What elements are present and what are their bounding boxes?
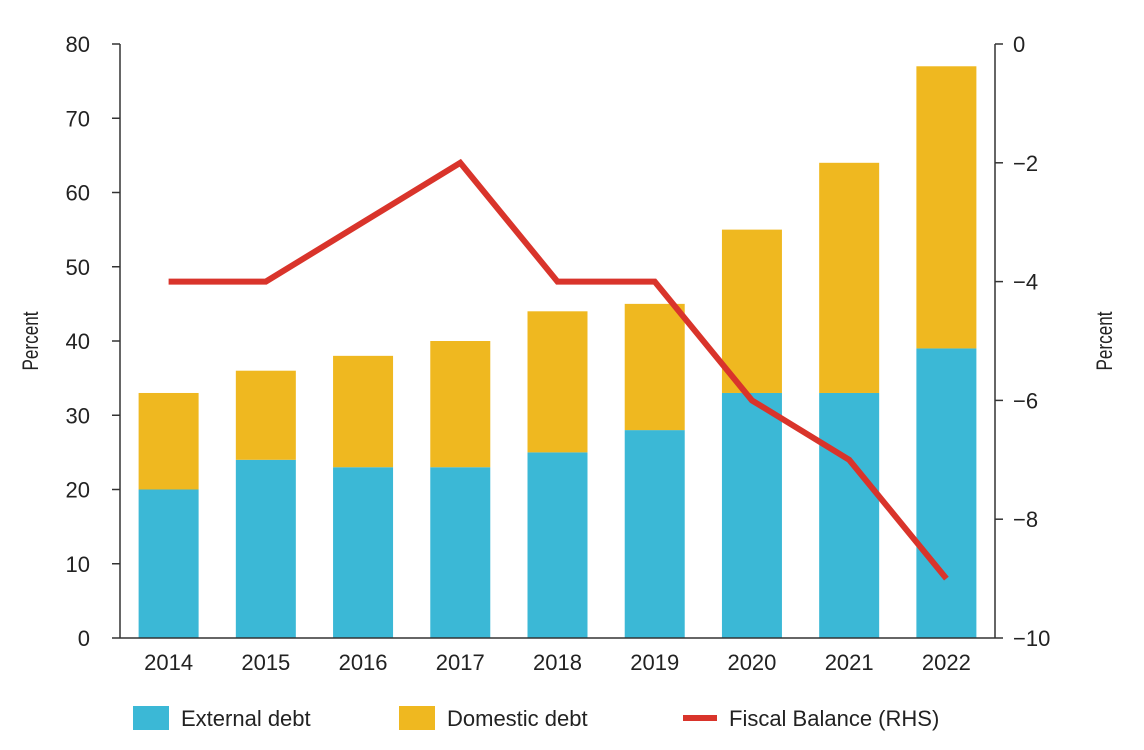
y-axis-title-right: Percent: [1093, 311, 1118, 371]
axes-layer: 0 10 20 30 40 50 60 70 80 0 −2 −4 −6 −8 −10 2014 2015 201…: [19, 32, 1118, 675]
bar-external-debt-2014: [138, 489, 199, 638]
bar-domestic-debt-2022: [916, 66, 977, 349]
x-tick-label: 2018: [533, 650, 582, 675]
x-tick-label: 2016: [339, 650, 388, 675]
left-tick-label: 50: [66, 255, 90, 280]
left-tick-label: 10: [66, 552, 90, 577]
bar-domestic-debt-2014: [138, 392, 199, 490]
bar-layer: [138, 66, 977, 638]
bar-domestic-debt-2016: [333, 355, 394, 468]
bar-external-debt-2016: [333, 467, 394, 638]
legend-swatch-domestic-debt: [399, 706, 435, 730]
bar-external-debt-2020: [721, 392, 782, 638]
x-tick-label: 2017: [436, 650, 485, 675]
left-tick-label: 70: [66, 106, 90, 131]
legend-item-external-debt: External debt: [133, 706, 311, 731]
bar-external-debt-2015: [235, 459, 296, 638]
right-tick-label: −2: [1013, 151, 1038, 176]
legend: External debt Domestic debt Fiscal Balance…: [133, 706, 939, 731]
legend-label: Domestic debt: [447, 706, 588, 731]
left-tick-label: 30: [66, 403, 90, 428]
right-tick-label: −4: [1013, 270, 1038, 295]
y-axis-title-left: Percent: [19, 311, 44, 371]
x-tick-label: 2015: [241, 650, 290, 675]
bar-external-debt-2022: [916, 348, 977, 638]
legend-swatch-external-debt: [133, 706, 169, 730]
x-tick-label: 2020: [727, 650, 776, 675]
left-tick-label: 40: [66, 329, 90, 354]
legend-item-fiscal-balance-rhs: Fiscal Balance (RHS): [683, 706, 939, 731]
bar-domestic-debt-2021: [819, 162, 880, 393]
bar-external-debt-2021: [819, 392, 880, 638]
x-tick-label: 2014: [144, 650, 193, 675]
x-tick-label: 2019: [630, 650, 679, 675]
bar-external-debt-2018: [527, 452, 588, 638]
left-tick-label: 80: [66, 32, 90, 57]
left-tick-label: 0: [78, 626, 90, 651]
x-tick-label: 2021: [825, 650, 874, 675]
right-tick-label: −6: [1013, 388, 1038, 413]
bar-domestic-debt-2018: [527, 311, 588, 453]
right-tick-label: −8: [1013, 507, 1038, 532]
legend-label: External debt: [181, 706, 311, 731]
right-tick-label: 0: [1013, 32, 1025, 57]
bar-domestic-debt-2017: [430, 341, 491, 468]
bar-external-debt-2019: [624, 430, 685, 638]
right-tick-label: −10: [1013, 626, 1050, 651]
legend-item-domestic-debt: Domestic debt: [399, 706, 588, 731]
bar-domestic-debt-2020: [721, 229, 782, 393]
line-layer: [168, 158, 949, 581]
left-tick-label: 20: [66, 478, 90, 503]
bar-domestic-debt-2019: [624, 303, 685, 431]
bar-external-debt-2017: [430, 467, 491, 638]
x-tick-label: 2022: [922, 650, 971, 675]
bar-domestic-debt-2015: [235, 370, 296, 460]
legend-label: Fiscal Balance (RHS): [729, 706, 939, 731]
left-tick-label: 60: [66, 181, 90, 206]
